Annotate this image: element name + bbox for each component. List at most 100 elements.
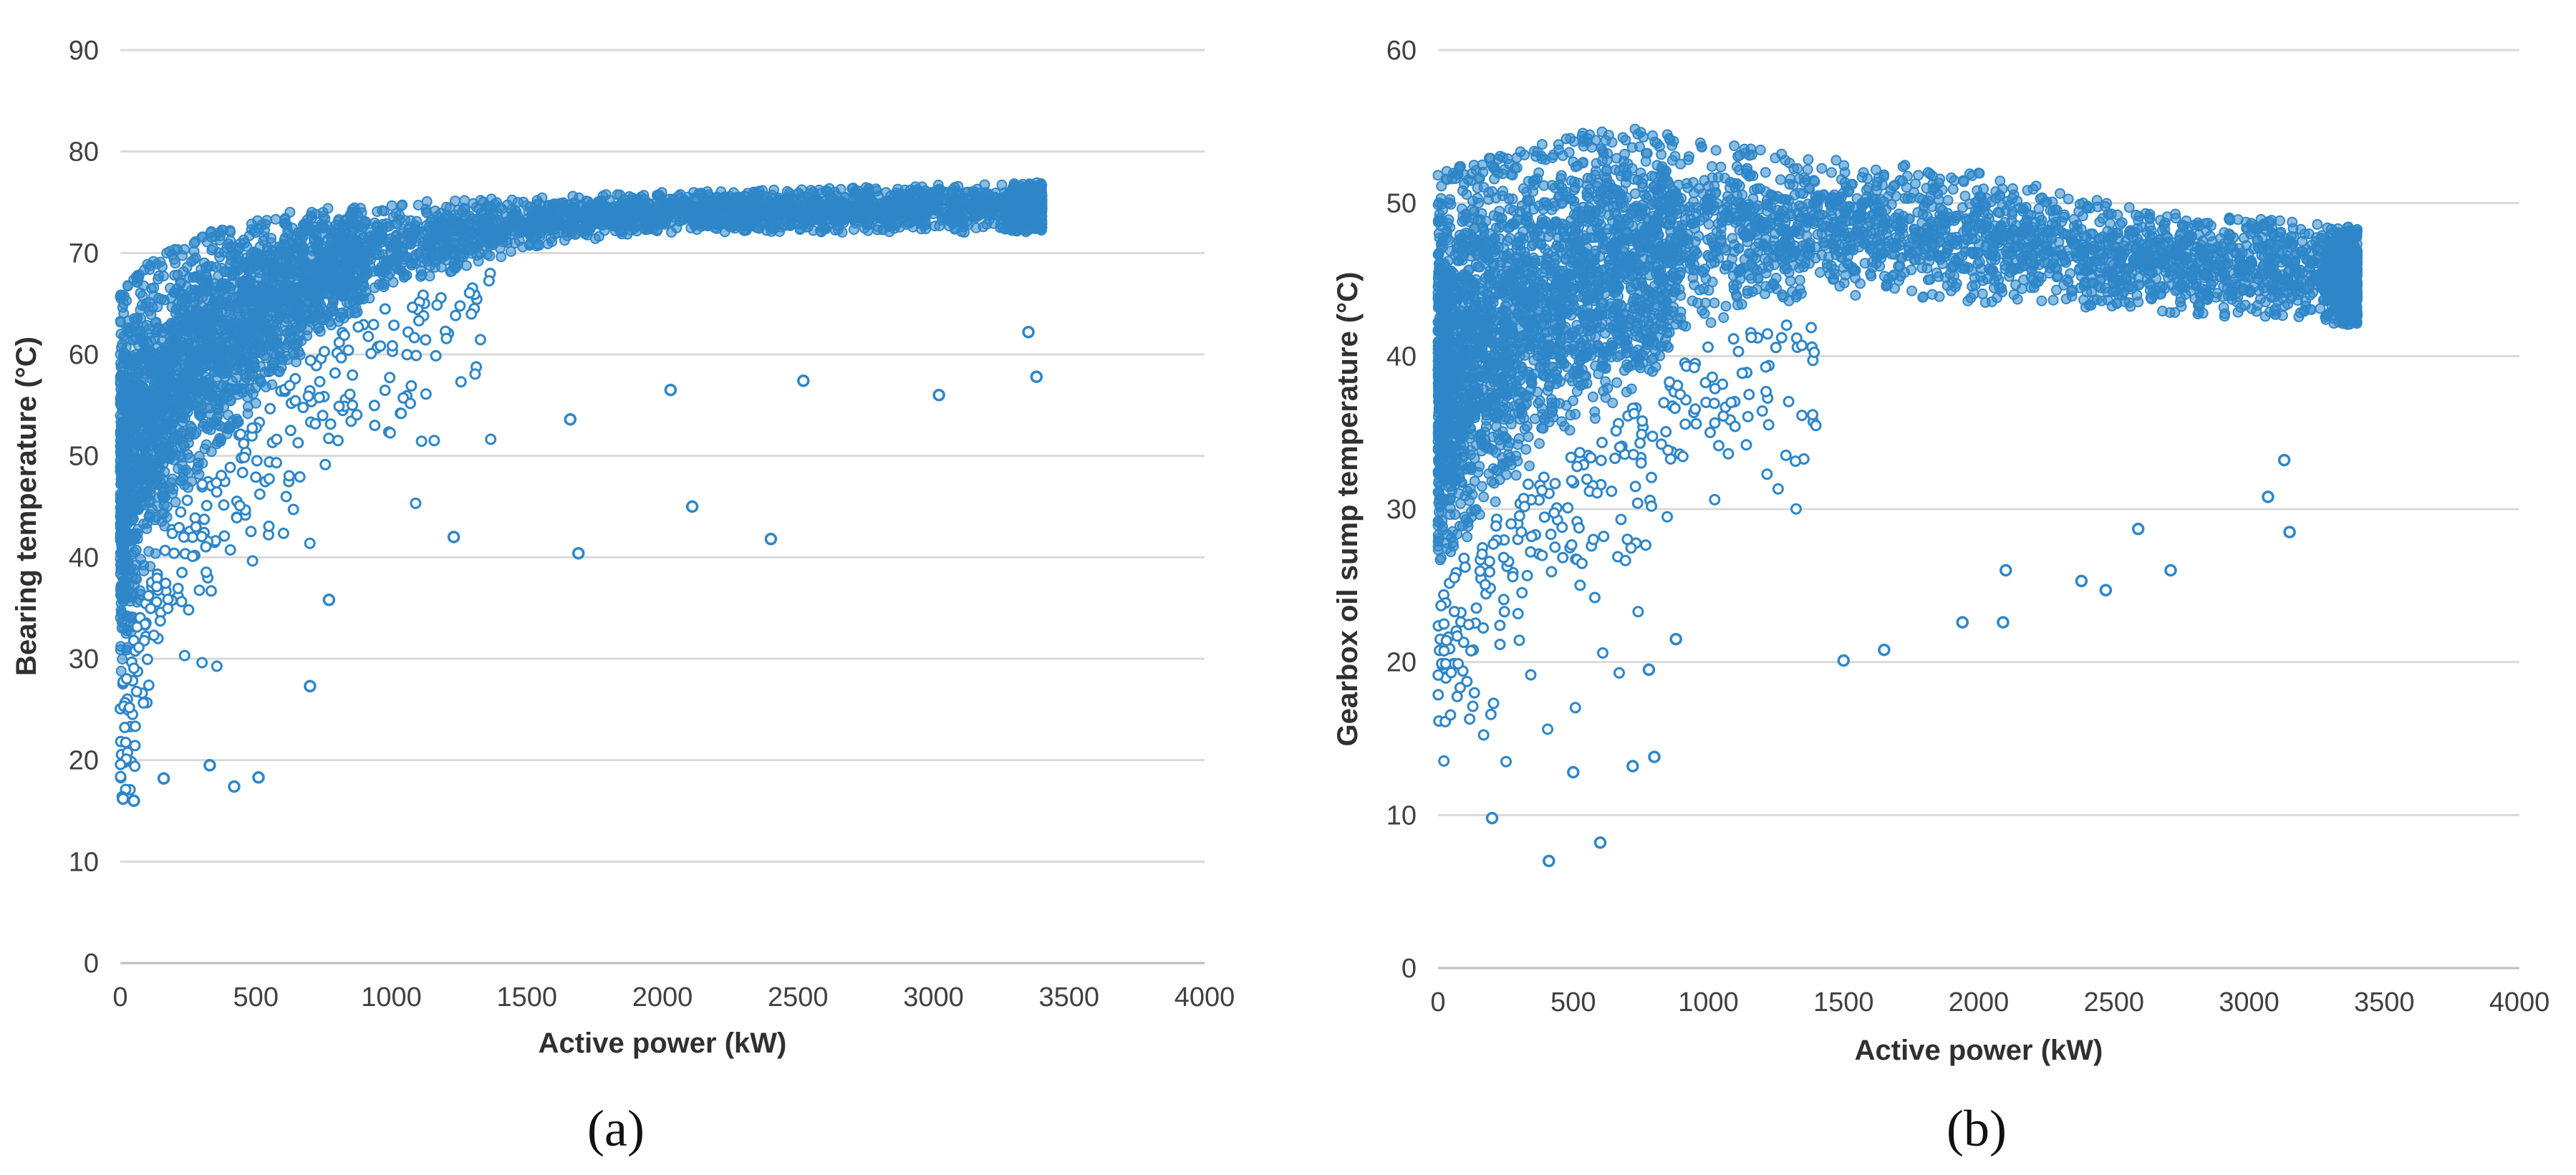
scatter-point (261, 215, 273, 226)
scatter-point (170, 318, 182, 329)
x-tick-label: 4000 (1174, 982, 1235, 1012)
scatter-point (293, 347, 304, 358)
scatter-point (724, 221, 735, 233)
scatter-point (184, 369, 196, 381)
scatter-point (157, 406, 168, 417)
scatter-point (337, 307, 348, 319)
x-tick-label: 1000 (361, 982, 422, 1012)
scatter-point (784, 220, 796, 231)
scatter-point (214, 432, 225, 444)
scatter-point (149, 455, 160, 466)
scatter-point (1010, 225, 1022, 236)
scatter-point (685, 222, 697, 233)
scatter-point (190, 252, 201, 263)
scatter-point (620, 220, 632, 231)
scatter-point (242, 408, 254, 420)
scatter-point (177, 460, 188, 471)
scatter-point (473, 256, 484, 267)
scatter-point (642, 215, 654, 226)
scatter-point (177, 412, 188, 423)
y-tick-label: 40 (69, 543, 99, 573)
scatter-point (219, 266, 231, 277)
scatter-point (298, 219, 309, 231)
scatter-point (132, 270, 143, 281)
scatter-point (910, 181, 921, 193)
scatter-point (128, 334, 140, 345)
scatter-point (738, 213, 749, 225)
scatter-point (951, 193, 963, 205)
scatter-point (153, 274, 164, 285)
scatter-point (250, 397, 261, 409)
scatter-point (141, 319, 153, 331)
scatter-point (130, 373, 142, 384)
scatter-point (464, 218, 475, 229)
scatter-point (482, 248, 493, 260)
scatter-point (203, 282, 215, 294)
scatter-point (289, 309, 301, 321)
scatter-point (360, 216, 371, 227)
scatter-point (148, 290, 159, 301)
scatter-point (860, 182, 872, 193)
scatter-point (143, 329, 155, 340)
scatter-point (739, 225, 751, 236)
x-axis-title: Active power (kW) (539, 1027, 787, 1059)
scatter-point (398, 271, 410, 283)
scatter-point (205, 359, 216, 370)
scatter-point (147, 385, 158, 396)
scatter-point (147, 503, 158, 515)
scatter-point (244, 319, 256, 331)
scatter-point (302, 259, 314, 271)
scatter-point (141, 523, 153, 534)
scatter-point (711, 218, 723, 229)
x-tick-label: 0 (112, 982, 127, 1012)
scatter-point (228, 266, 240, 277)
scatter-point (181, 261, 193, 273)
scatter-point (188, 429, 200, 440)
scatter-point (117, 339, 128, 350)
scatter-point (413, 248, 425, 259)
scatter-point (314, 326, 326, 337)
scatter-point (155, 256, 166, 268)
scatter-point (224, 359, 236, 370)
y-tick-label: 0 (84, 949, 99, 979)
scatter-point (187, 399, 198, 410)
x-tick-label: 2500 (768, 982, 829, 1012)
scatter-point (958, 203, 970, 214)
scatter-point (971, 202, 982, 213)
scatter-point (224, 423, 236, 435)
scatter-point (205, 227, 216, 238)
scatter-point (753, 211, 763, 221)
scatter-point (864, 219, 875, 230)
scatter-point (196, 231, 208, 243)
scatter-point (155, 375, 166, 387)
scatter-point (135, 392, 146, 403)
scatter-point (880, 187, 892, 198)
scatter-point (265, 365, 276, 377)
scatter-point (887, 221, 898, 232)
y-tick-label: 30 (69, 644, 99, 674)
scatter-point (203, 261, 214, 271)
scatter-point (186, 476, 198, 487)
scatter-point (440, 201, 452, 213)
scatter-point (430, 261, 440, 273)
scatter-point (992, 210, 1003, 221)
scatter-point (440, 243, 452, 255)
scatter-point (266, 379, 278, 390)
scatter-point (280, 342, 291, 353)
scatter-point (193, 407, 205, 418)
scatter-point (118, 589, 130, 601)
scatter-point (391, 231, 402, 242)
scatter-point (188, 272, 199, 284)
scatter-point (261, 266, 273, 278)
scatter-point (877, 223, 889, 235)
scatter-point (308, 285, 319, 296)
scatter-point (496, 224, 508, 236)
scatter-point (145, 260, 156, 271)
scatter-point (920, 219, 932, 230)
scatter-point (164, 246, 175, 257)
scatter-point (170, 304, 182, 315)
scatter-point (225, 395, 236, 407)
scatter-point (454, 248, 465, 260)
scatter-point (274, 351, 286, 362)
scatter-point (598, 219, 609, 230)
